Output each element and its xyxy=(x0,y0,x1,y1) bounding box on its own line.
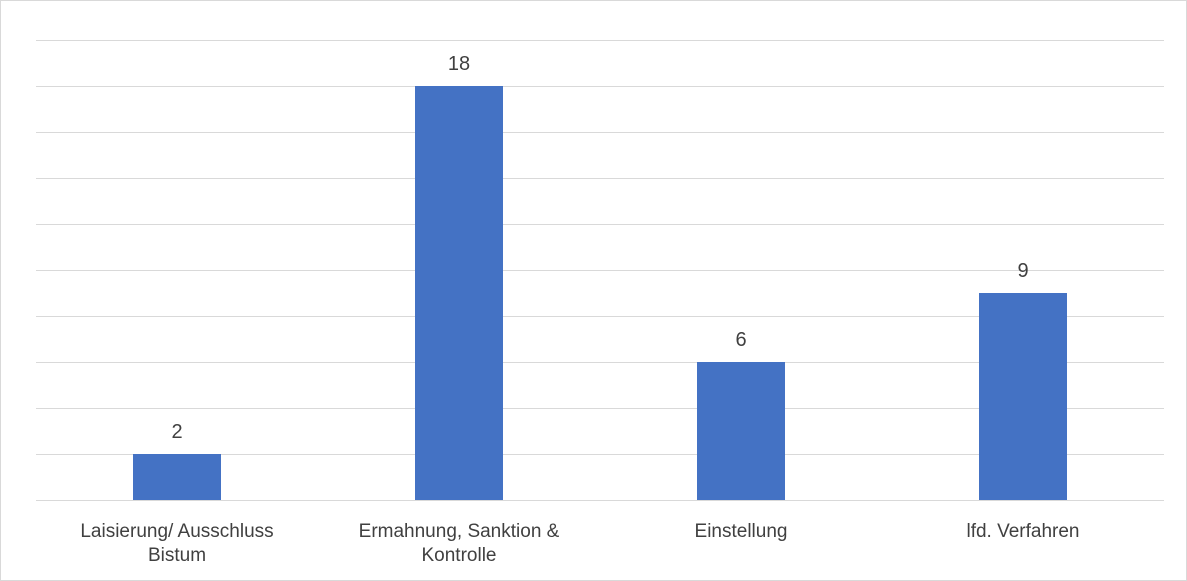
gridlines xyxy=(36,40,1164,501)
bar xyxy=(133,454,221,500)
category-label-line: Ermahnung, Sanktion & xyxy=(359,521,560,542)
bar xyxy=(979,293,1067,500)
data-label: 18 xyxy=(448,53,470,75)
category-label: lfd. Verfahren xyxy=(966,521,1079,542)
category-labels: Laisierung/ Ausschluss Bistum Ermahnung, S… xyxy=(80,521,1079,566)
bars xyxy=(133,86,1067,500)
category-label: Einstellung xyxy=(695,521,788,542)
data-label: 9 xyxy=(1017,260,1028,282)
bar xyxy=(415,86,503,500)
category-label-line: Einstellung xyxy=(695,521,788,542)
category-label-line: Bistum xyxy=(148,545,206,566)
category-label: Laisierung/ Ausschluss Bistum xyxy=(80,521,273,566)
category-label: Ermahnung, Sanktion & Kontrolle xyxy=(359,521,560,566)
data-label: 2 xyxy=(171,421,182,443)
data-labels: 2 18 6 9 xyxy=(171,53,1028,443)
category-label-line: Laisierung/ Ausschluss xyxy=(80,521,273,542)
data-label: 6 xyxy=(735,329,746,351)
bar xyxy=(697,362,785,500)
category-label-line: Kontrolle xyxy=(422,545,497,566)
category-label-line: lfd. Verfahren xyxy=(966,521,1079,542)
